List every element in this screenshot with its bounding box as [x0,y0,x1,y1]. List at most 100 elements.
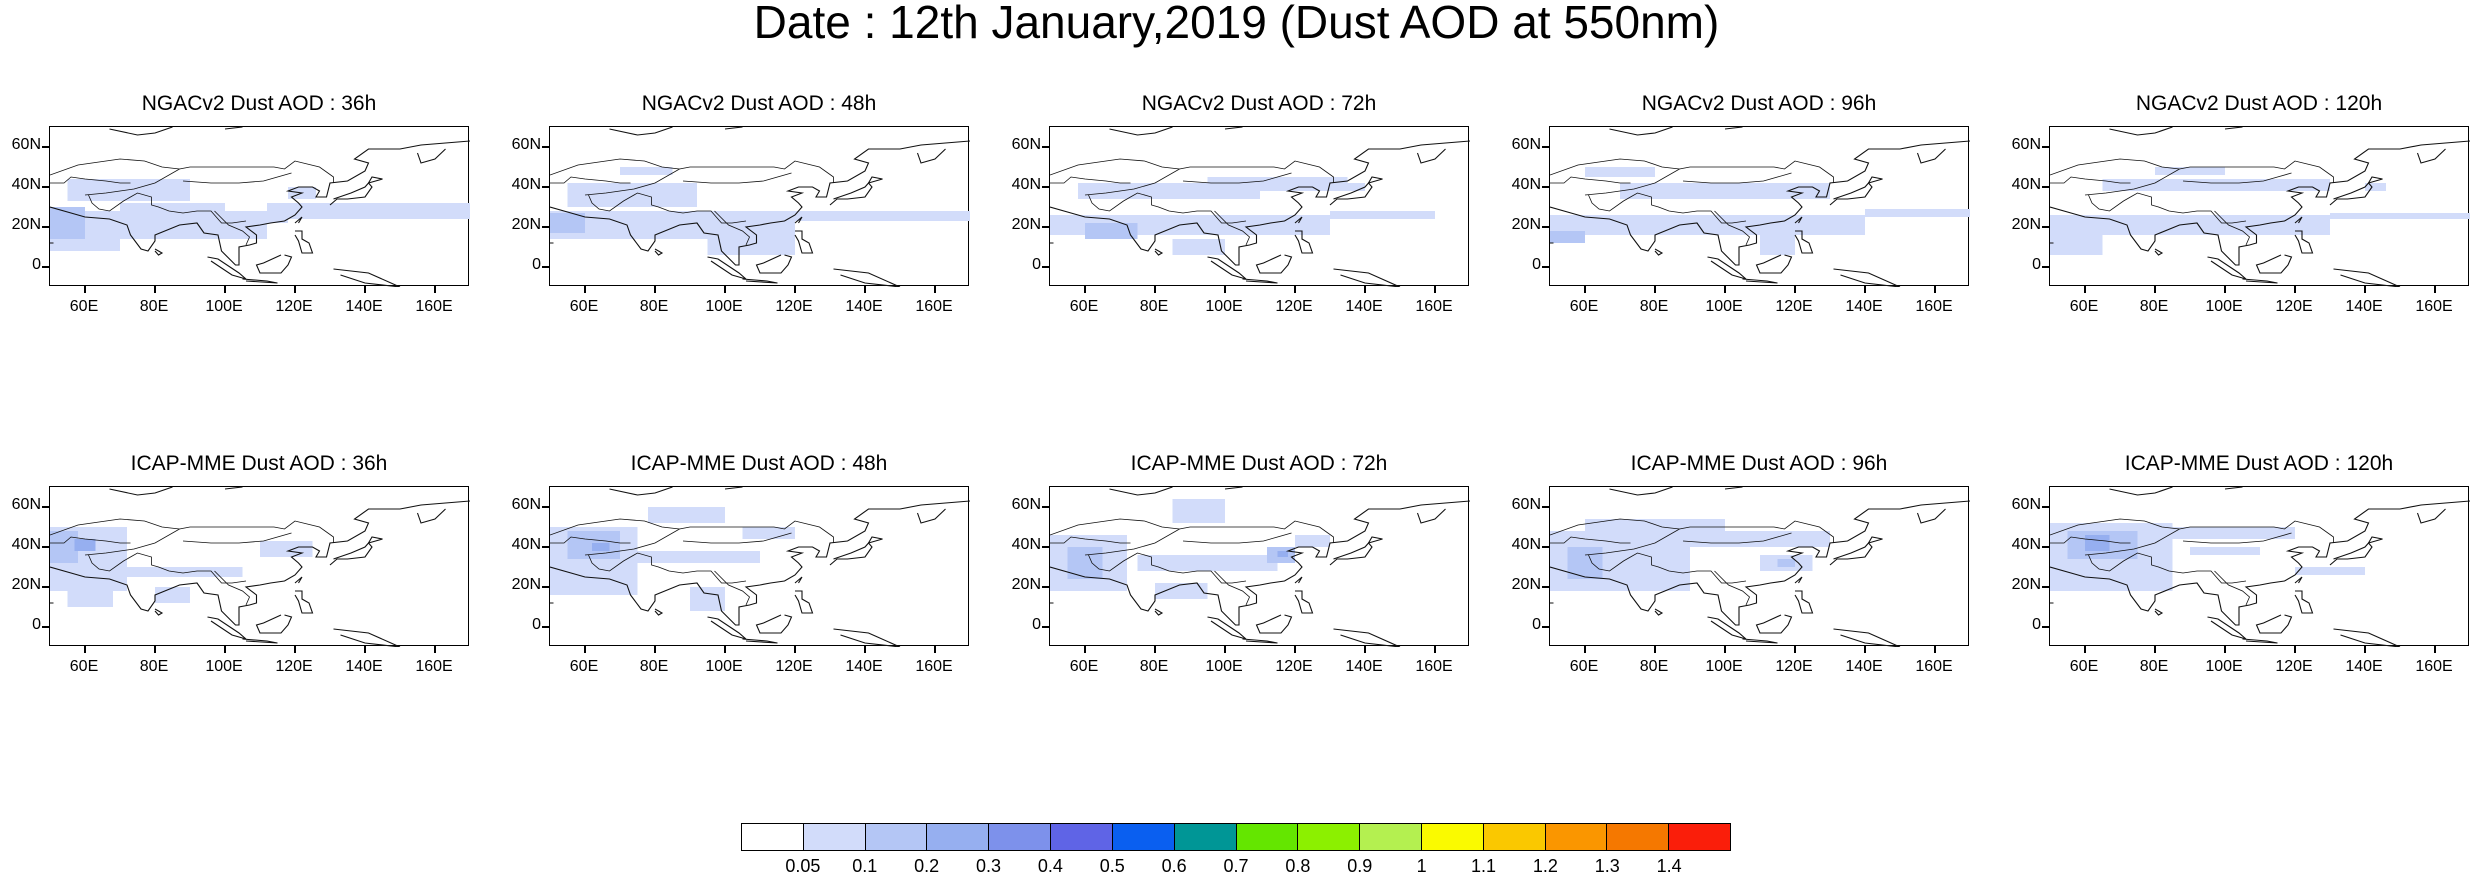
country-border [84,160,334,196]
coastline [2368,176,2383,184]
panel-title: ICAP-MME Dust AOD : 120h [2124,452,2394,475]
coastline [1755,254,1793,274]
coastline [294,590,314,614]
dust-aod-cell [1172,499,1225,523]
lat-tick-label: 60N [11,496,41,513]
lon-tick [154,646,156,653]
lon-tick-label: 160E [415,298,453,315]
coastline [2329,182,2373,206]
coastline [50,140,470,266]
lat-tick [2042,586,2049,588]
country-border [584,160,834,196]
coastline [1868,536,1883,544]
lon-tick-label: 160E [1915,298,1953,315]
colorbar-swatch [1051,824,1113,850]
panel-title: ICAP-MME Dust AOD : 36h [130,452,388,475]
lat-tick [1542,626,1549,628]
lon-tick-label: 160E [915,658,953,675]
coastline [1333,268,1401,287]
coastline [2294,576,2303,584]
coastline [833,268,901,287]
coastline [654,608,664,616]
dust-aod-cell [1155,583,1208,599]
coastline [1609,127,1673,136]
coastline [1109,127,1173,136]
coastline [1109,487,1173,496]
lon-tick-label: 60E [569,298,599,315]
dust-aod-cell [2085,535,2110,551]
map-panel [549,126,970,287]
coastline [1609,487,1673,496]
lon-tick-label: 80E [639,298,669,315]
coastline [2368,536,2383,544]
lat-tick-label: 0 [1032,616,1041,633]
coastline [1294,230,1314,254]
colorbar-label: 1.4 [1656,856,1682,876]
coastline [1255,254,1293,274]
coastline [329,182,373,206]
coastline [368,176,383,184]
lon-tick [2434,286,2436,293]
lat-tick [42,266,49,268]
lat-tick [1542,546,1549,548]
dust-map-svg [1050,487,1470,647]
coastline [2255,614,2293,634]
coastline [1755,614,1793,634]
lon-tick [1364,646,1366,653]
dust-aod-cell [127,567,243,577]
lat-tick [1042,186,1049,188]
dust-aod-cell [1137,555,1278,571]
coastline [50,500,470,626]
country-border [550,158,680,176]
country-border [182,532,292,544]
lat-tick-label: 60N [511,496,541,513]
dust-aod-cell [2190,547,2260,555]
lon-tick [1724,286,1726,293]
colorbar-label: 1.1 [1470,856,1497,876]
lon-tick [434,646,436,653]
coastline [294,216,303,224]
coastline [724,487,743,490]
lat-tick-label: 0 [32,256,41,273]
dust-aod-cell [1777,559,1795,567]
coastline [2333,268,2401,287]
lon-tick [224,286,226,293]
country-border [1050,158,1180,176]
coastline [1154,608,1164,616]
lon-tick-label: 140E [2345,298,2383,315]
country-border [1714,210,1750,246]
coastline [609,127,673,136]
coastline [2224,127,2243,130]
lon-tick [1864,286,1866,293]
lon-tick [794,646,796,653]
coastline [833,628,901,647]
lat-tick [1042,506,1049,508]
map-panel [1049,126,1470,287]
lon-tick [2364,286,2366,293]
coastline [1724,127,1743,130]
coastline [916,508,946,524]
figure-title: Date : 12th January,2019 (Dust AOD at 55… [753,0,1720,48]
dust-aod-cell [1760,235,1795,255]
lon-tick-label: 140E [345,658,383,675]
coastline [1294,216,1303,224]
lat-tick [2042,146,2049,148]
country-border [1050,536,1131,544]
lon-tick [584,646,586,653]
lon-tick-label: 80E [639,658,669,675]
coastline [1794,590,1814,614]
dust-aod-cell [50,207,85,241]
panel-title: ICAP-MME Dust AOD : 72h [1130,452,1388,475]
dust-aod-cell [1620,183,1830,199]
lat-tick [42,186,49,188]
lon-tick [2084,286,2086,293]
lat-tick [42,626,49,628]
country-border [1714,570,1750,606]
lon-tick [2084,646,2086,653]
dust-aod-cell [2172,527,2295,539]
country-border [214,570,250,606]
lon-tick-label: 100E [705,658,743,675]
lon-tick [1794,286,1796,293]
coastline [2416,508,2446,524]
lat-tick-label: 60N [11,136,41,153]
